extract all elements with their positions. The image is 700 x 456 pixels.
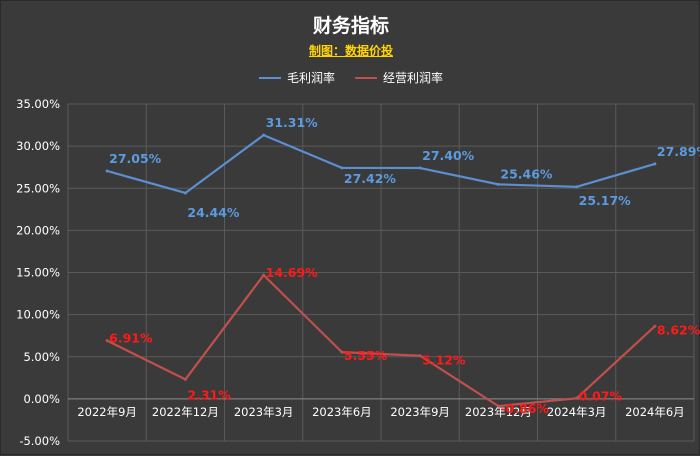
data-point [653,324,657,328]
data-point [262,273,266,277]
data-label: 0.07% [579,388,623,403]
series-line-1 [106,274,656,408]
y-tick-label: 5.00% [23,350,60,364]
data-point [575,396,579,400]
data-label: 24.44% [187,205,240,220]
y-tick-label: -5.00% [19,434,60,448]
y-tick-label: 0.00% [23,392,60,406]
data-point [418,166,422,170]
data-label: 27.89% [657,144,700,159]
data-point [575,185,579,189]
x-tick-label: 2024年3月 [547,405,607,419]
data-point [653,162,657,166]
chart-title: 财务指标 [312,15,389,37]
legend-item-operating-margin: 经营利润率 [355,69,443,86]
data-label: 25.17% [579,193,632,208]
x-tick-label: 2024年6月 [625,405,685,419]
data-point [418,354,422,358]
y-tick-label: 35.00% [16,97,60,111]
y-tick-label: 30.00% [16,139,60,153]
x-tick-label: 2023年3月 [234,405,294,419]
x-tick-label: 2023年6月 [312,405,372,419]
x-tick-label: 2023年9月 [390,405,450,419]
x-tick-label: 2023年12月 [465,405,532,419]
data-label: 27.05% [109,151,162,166]
data-label: 27.42% [344,171,397,186]
y-tick-label: 20.00% [16,223,60,237]
y-tick-label: 10.00% [16,308,60,322]
series-line-0 [106,133,656,195]
legend-swatch-gross-margin [258,76,281,79]
data-label: 25.46% [500,166,553,181]
data-label: 14.69% [266,265,319,280]
legend-label-gross-margin: 毛利润率 [286,71,335,85]
data-point [262,133,266,137]
data-point [340,350,344,354]
data-label: 6.91% [109,331,153,346]
data-label: 2.31% [187,387,231,402]
data-point [340,166,344,170]
legend-item-gross-margin: 毛利润率 [258,69,335,86]
data-label: 5.55% [344,348,388,363]
chart-legend: 毛利润率 经营利润率 [1,69,700,86]
data-label: 8.62% [657,322,700,337]
data-label: 27.40% [422,148,475,163]
chart-subtitle: 制图：数据价投 [308,44,393,58]
data-point [496,404,500,408]
y-tick-label: 25.00% [16,181,60,195]
data-label: -0.86% [500,401,549,416]
data-point [496,182,500,186]
y-tick-label: 15.00% [16,266,60,280]
data-point [183,191,187,195]
data-label: 5.12% [422,353,466,368]
x-tick-label: 2022年9月 [77,405,137,419]
legend-label-operating-margin: 经营利润率 [383,71,444,85]
legend-swatch-operating-margin [355,76,377,79]
data-point [183,377,187,381]
data-point [105,169,109,173]
x-tick-label: 2022年12月 [152,405,219,419]
data-label: 31.31% [266,115,319,130]
data-point [105,339,109,343]
